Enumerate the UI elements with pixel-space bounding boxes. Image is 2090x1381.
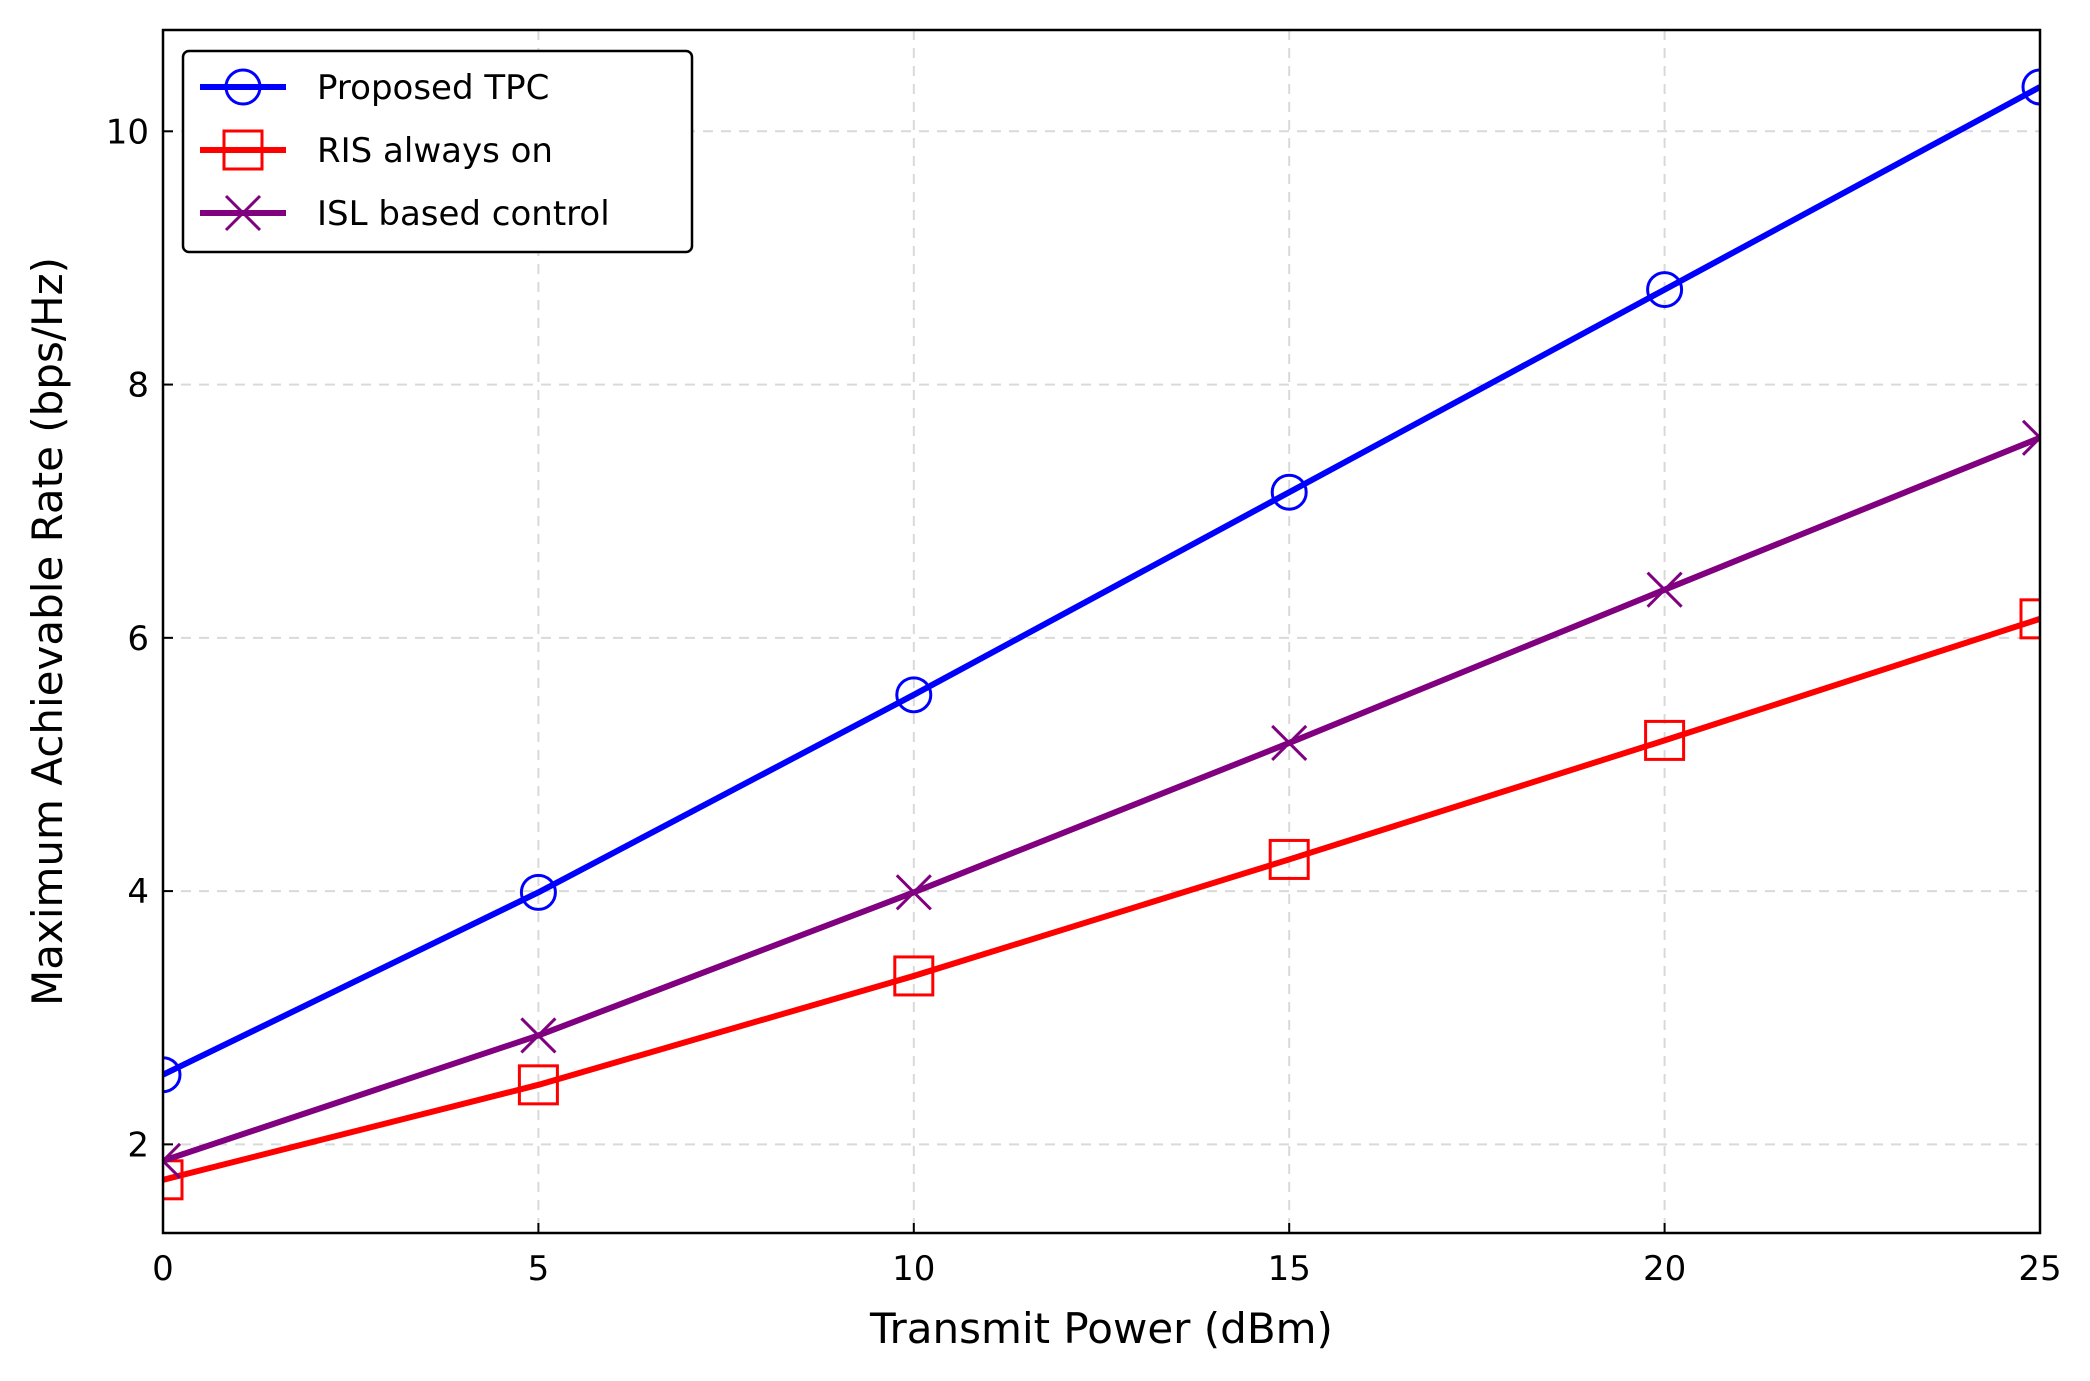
y-tick-label: 2 bbox=[127, 1125, 149, 1165]
x-tick-label: 10 bbox=[892, 1249, 935, 1289]
series-line-proposed-tpc bbox=[163, 84, 2040, 1078]
legend-label-isl-based-control: ISL based control bbox=[317, 194, 610, 234]
legend-item-proposed-tpc: Proposed TPC bbox=[200, 68, 549, 108]
data-point-proposed-tpc bbox=[163, 1056, 182, 1094]
x-marker-stroke bbox=[2021, 419, 2040, 440]
x-tick-label: 25 bbox=[2018, 1249, 2061, 1289]
legend-marker-proposed-tpc bbox=[224, 68, 262, 106]
series-ris-always-on bbox=[163, 598, 2040, 1201]
x-tick-label: 0 bbox=[152, 1249, 174, 1289]
legend: Proposed TPC RIS always on ISL based contr… bbox=[181, 49, 694, 254]
x-tick-label: 15 bbox=[1268, 1249, 1311, 1289]
y-tick-label: 8 bbox=[127, 366, 149, 406]
x-tick-label: 20 bbox=[1643, 1249, 1686, 1289]
x-marker-stroke bbox=[1646, 571, 1683, 608]
x-marker-stroke bbox=[163, 1142, 182, 1163]
series-line-isl-based-control bbox=[163, 434, 2040, 1164]
data-point-isl-based-control bbox=[895, 874, 932, 911]
series-line-ris-always-on bbox=[163, 615, 2040, 1183]
data-point-isl-based-control bbox=[520, 1017, 557, 1054]
x-tick-label: 5 bbox=[528, 1249, 550, 1289]
series-isl-based-control bbox=[163, 419, 2040, 1179]
legend-item-ris-always-on: RIS always on bbox=[200, 129, 553, 171]
data-point-ris-always-on bbox=[1644, 719, 1686, 761]
data-point-proposed-tpc bbox=[519, 873, 557, 911]
data-point-ris-always-on bbox=[517, 1064, 559, 1106]
data-point-ris-always-on bbox=[2019, 598, 2040, 640]
legend-item-isl-based-control: ISL based control bbox=[200, 194, 610, 234]
data-point-isl-based-control bbox=[1646, 571, 1683, 608]
axis-ticks: 0 5 10 15 20 25 2 4 6 8 10 bbox=[106, 112, 2062, 1289]
data-point-isl-based-control bbox=[2021, 419, 2040, 456]
data-point-proposed-tpc bbox=[1646, 271, 1684, 309]
data-point-proposed-tpc bbox=[2021, 68, 2040, 106]
data-point-ris-always-on bbox=[893, 955, 935, 997]
x-marker-stroke bbox=[224, 194, 262, 232]
x-marker-stroke bbox=[895, 874, 932, 911]
x-marker-stroke bbox=[163, 1158, 182, 1179]
data-point-ris-always-on bbox=[163, 1159, 184, 1201]
data-point-ris-always-on bbox=[1268, 838, 1310, 880]
y-tick-label: 6 bbox=[127, 619, 149, 659]
legend-box bbox=[181, 49, 694, 254]
legend-marker-isl-based-control bbox=[224, 194, 262, 232]
plot-series bbox=[163, 68, 2040, 1201]
data-point-proposed-tpc bbox=[895, 676, 933, 714]
legend-marker-ris-always-on bbox=[222, 129, 264, 171]
plot-frame bbox=[161, 28, 2042, 1235]
series-proposed-tpc bbox=[163, 68, 2040, 1094]
legend-label-proposed-tpc: Proposed TPC bbox=[317, 68, 549, 108]
y-axis-label: Maximum Achievable Rate (bps/Hz) bbox=[23, 257, 72, 1006]
x-marker-stroke bbox=[520, 1017, 557, 1054]
x-marker-stroke bbox=[1271, 724, 1308, 761]
data-point-isl-based-control bbox=[163, 1142, 182, 1179]
legend-label-ris-always-on: RIS always on bbox=[317, 131, 553, 171]
grid-lines bbox=[162, 30, 2041, 1233]
x-marker-stroke bbox=[2021, 435, 2040, 456]
data-point-isl-based-control bbox=[1271, 724, 1308, 761]
x-axis-label: Transmit Power (dBm) bbox=[869, 1304, 1333, 1353]
data-point-proposed-tpc bbox=[1270, 473, 1308, 511]
y-tick-label: 10 bbox=[106, 112, 149, 152]
y-tick-label: 4 bbox=[127, 872, 149, 912]
